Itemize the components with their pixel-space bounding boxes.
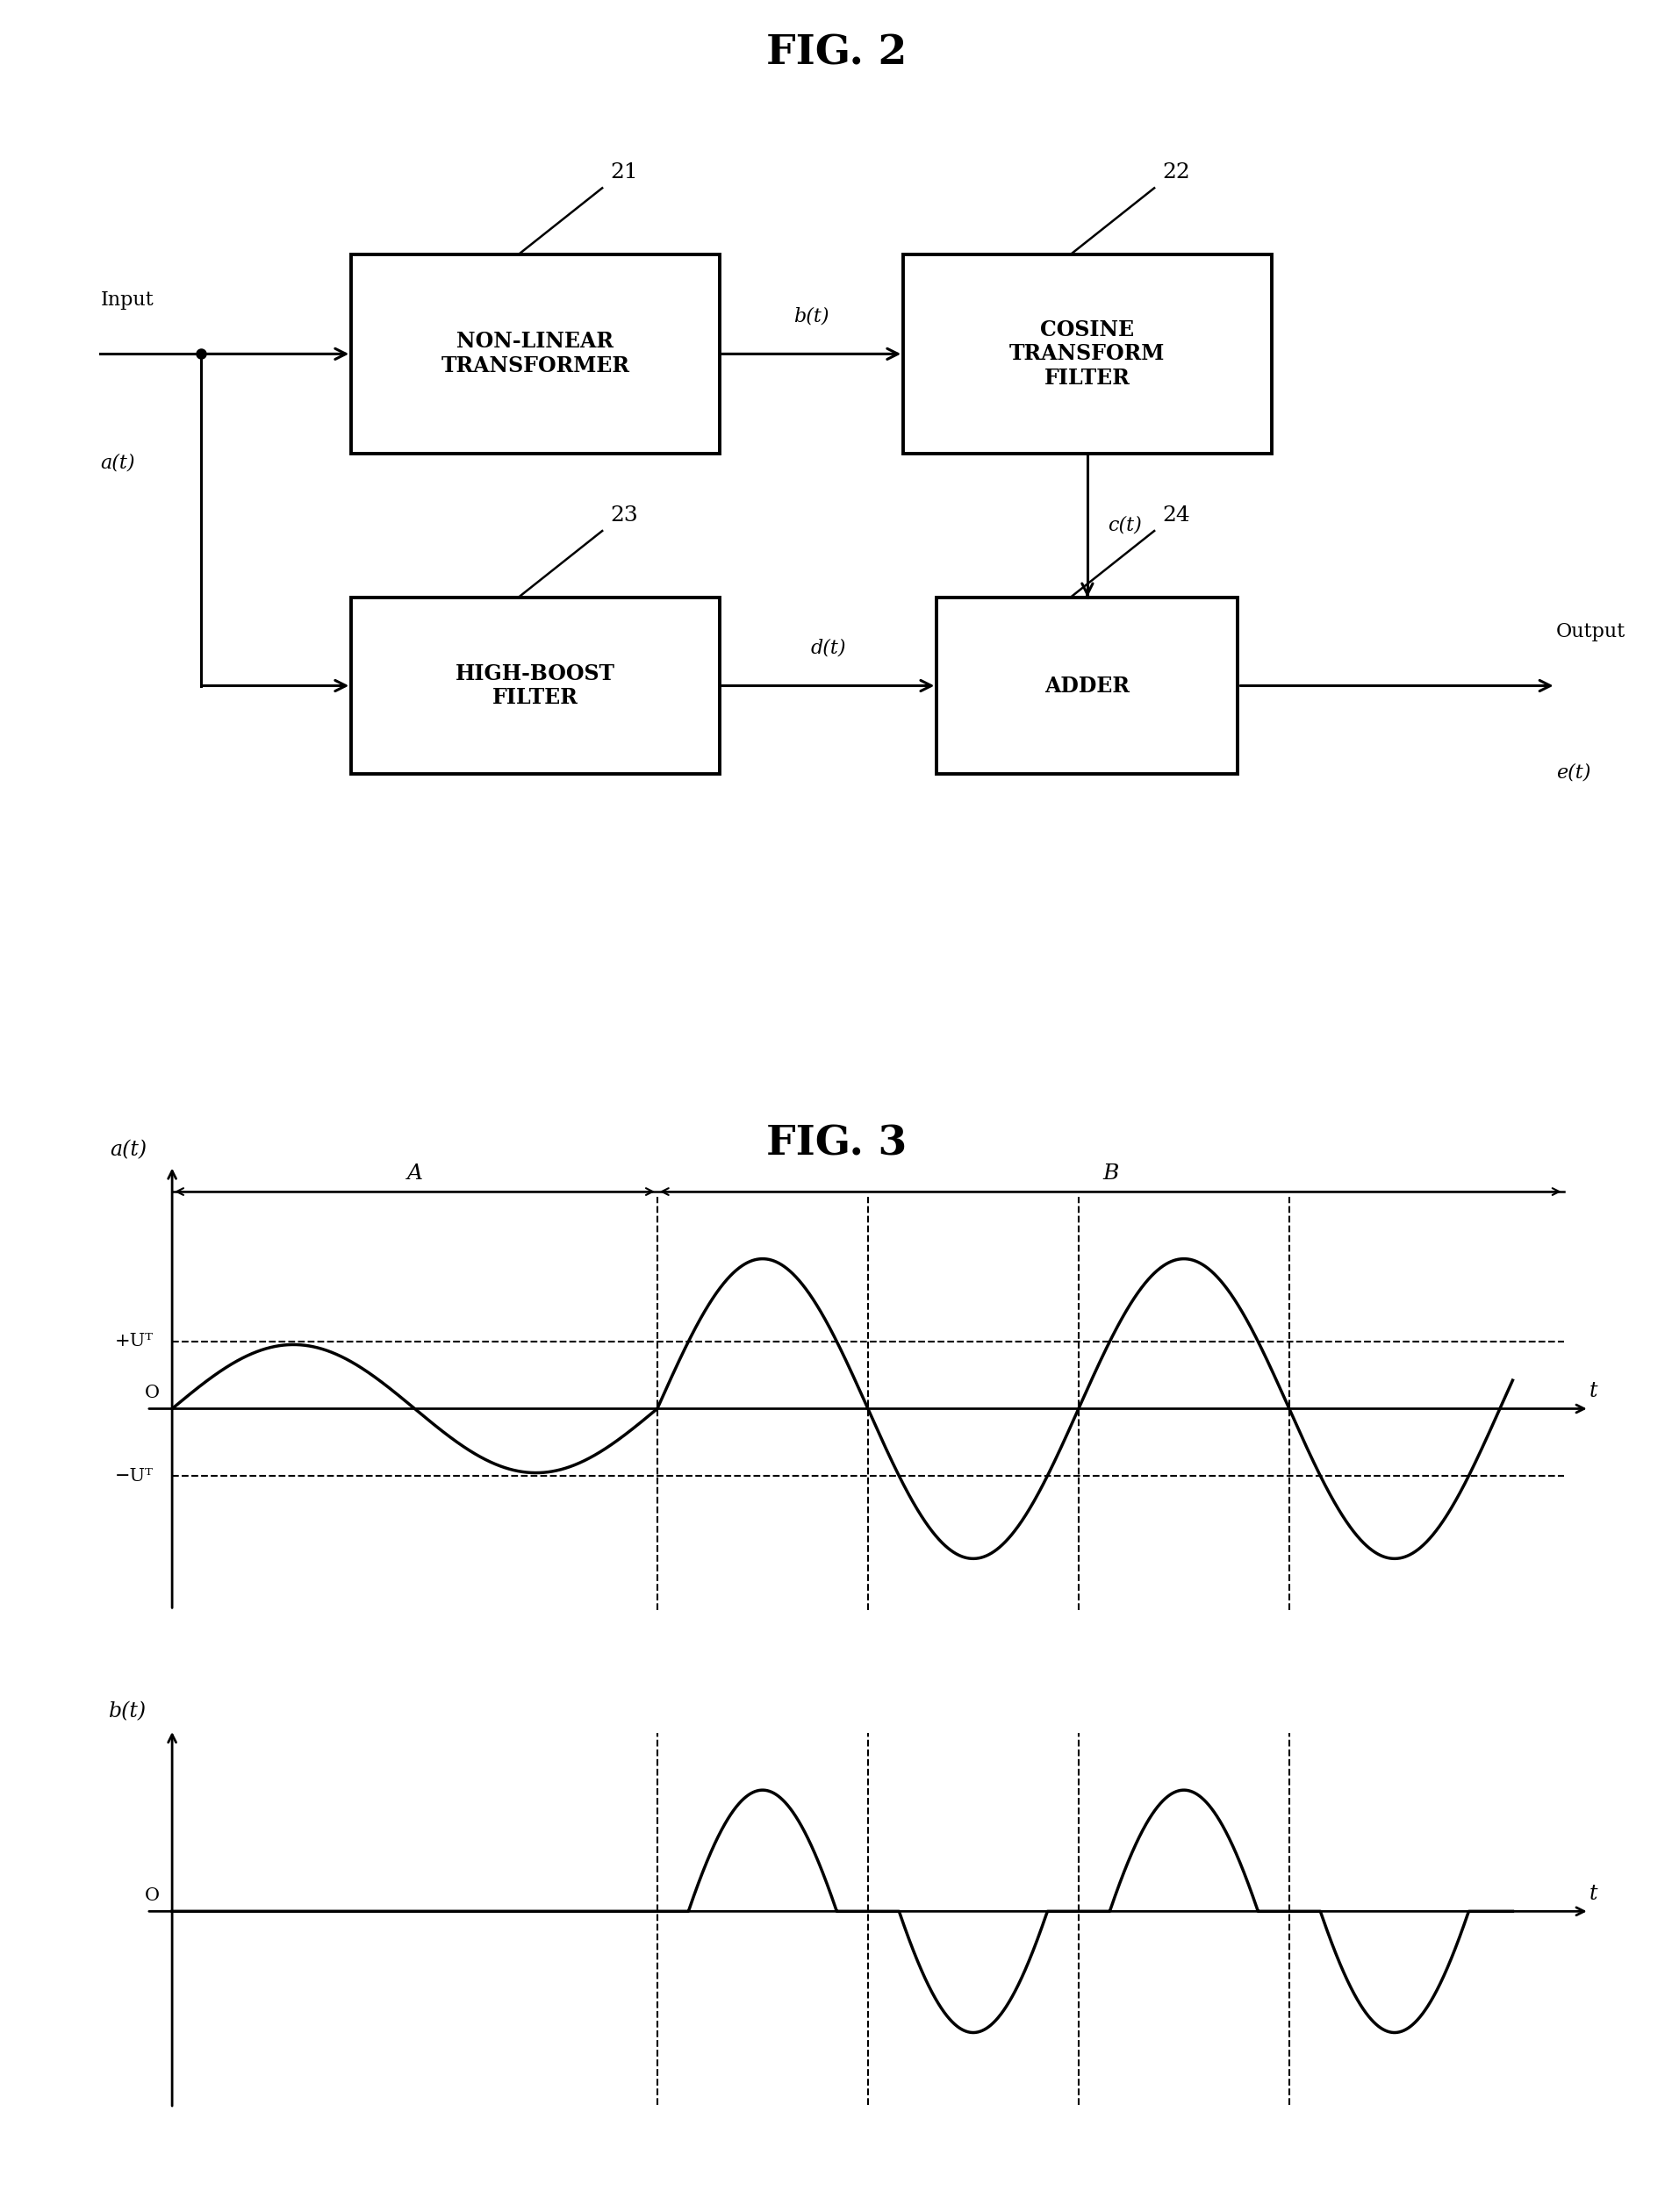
Text: b(t): b(t) [793, 307, 829, 325]
Text: FIG. 3: FIG. 3 [766, 1124, 906, 1164]
Text: b(t): b(t) [109, 1701, 147, 1721]
Text: t: t [1588, 1885, 1597, 1905]
Text: +Uᵀ: +Uᵀ [114, 1334, 152, 1349]
Text: O: O [144, 1385, 159, 1402]
Text: −Uᵀ: −Uᵀ [114, 1467, 152, 1484]
Text: 23: 23 [610, 504, 639, 524]
Text: A: A [406, 1164, 423, 1183]
Text: c(t): c(t) [1107, 515, 1140, 535]
Text: e(t): e(t) [1555, 763, 1590, 783]
Text: ADDER: ADDER [1045, 675, 1129, 697]
Bar [903, 254, 1271, 453]
Text: Input: Input [100, 290, 154, 310]
Text: 24: 24 [1162, 504, 1190, 524]
Text: a(t): a(t) [100, 453, 135, 473]
Bar [351, 254, 719, 453]
Text: 22: 22 [1162, 161, 1190, 184]
Text: Output: Output [1555, 622, 1625, 641]
Text: COSINE
TRANSFORM
FILTER: COSINE TRANSFORM FILTER [1008, 319, 1165, 389]
Text: O: O [144, 1887, 159, 1905]
Bar [351, 597, 719, 774]
Text: HIGH-BOOST
FILTER: HIGH-BOOST FILTER [455, 664, 615, 708]
Text: a(t): a(t) [110, 1141, 147, 1161]
Text: NON-LINEAR
TRANSFORMER: NON-LINEAR TRANSFORMER [441, 332, 629, 376]
Text: 21: 21 [610, 161, 639, 184]
Text: t: t [1588, 1380, 1597, 1402]
Bar [936, 597, 1237, 774]
Text: FIG. 2: FIG. 2 [766, 33, 906, 73]
Text: B: B [1102, 1164, 1119, 1183]
Text: d(t): d(t) [809, 639, 846, 659]
